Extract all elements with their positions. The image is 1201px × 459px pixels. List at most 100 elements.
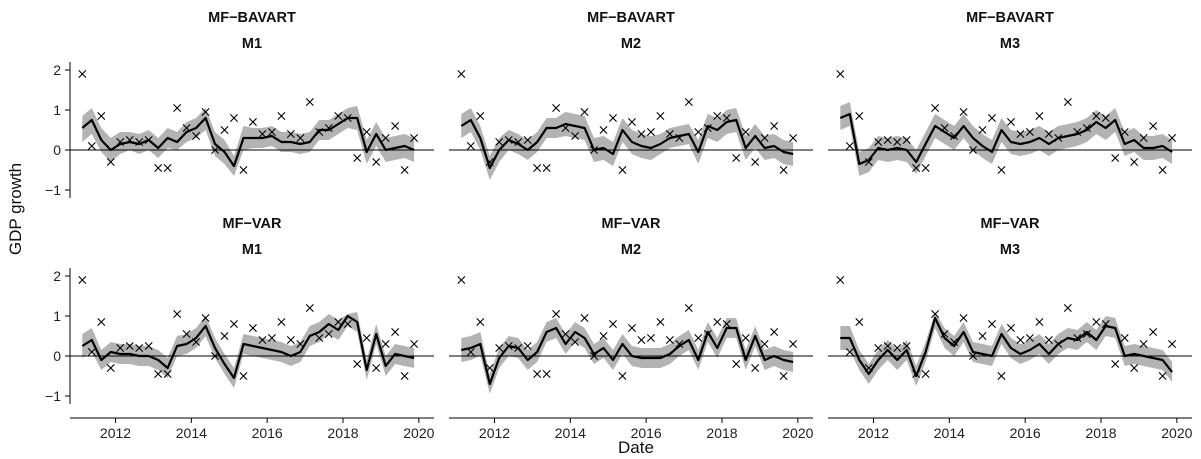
panel-5-observed-point	[552, 310, 561, 318]
panel-6-observed-point-stroke	[883, 342, 892, 350]
panel-5-observed-point-stroke	[675, 340, 684, 348]
panel-1-observed-point-stroke	[334, 112, 343, 120]
panel-1-observed-point-stroke	[315, 128, 324, 136]
panel-4-observed-point	[97, 318, 106, 326]
panel-6-observed-point	[997, 372, 1006, 380]
panel-5-median-line	[461, 326, 794, 386]
panel-3-observed-point	[950, 132, 959, 140]
panel-5-observed-point	[466, 348, 475, 356]
panel-5-observed-point	[523, 342, 532, 350]
panel-6-observed-point-stroke	[1149, 328, 1158, 336]
panel-2-observed-point	[457, 70, 466, 78]
panel-4-observed-point	[410, 340, 419, 348]
panel-1-observed-point	[410, 134, 419, 142]
panel-6-median-line	[840, 316, 1173, 378]
panel-3-observed-point	[1111, 154, 1120, 162]
panel-2-observed-point-stroke	[609, 114, 617, 122]
panel-1-observed-point-stroke	[324, 124, 333, 132]
panel-1-observed-point	[400, 166, 409, 174]
panel-1-observed-point-stroke	[400, 166, 409, 174]
panel-4-observed-point-stroke	[78, 276, 87, 284]
panel-2-observed-point-stroke	[552, 104, 561, 112]
panel-2-observed-point	[542, 164, 551, 172]
panel-2-observed-point-stroke	[590, 146, 599, 154]
panel-3-observed-point-stroke	[1139, 134, 1148, 142]
panel-3-observed-point-stroke	[1120, 128, 1129, 136]
panel-6-observed-point-stroke	[1035, 318, 1044, 326]
panel-2-observed-point	[637, 130, 646, 138]
panel-3-observed-point-stroke	[1016, 130, 1025, 138]
panel-4-observed-point-stroke	[267, 334, 276, 342]
panel-6-observed-point	[988, 320, 996, 328]
panel-2-observed-point	[533, 164, 542, 172]
panel-4-observed-point	[144, 342, 153, 350]
panel-3-observed-point	[1101, 114, 1110, 122]
panel-5-observed-point-stroke	[571, 338, 580, 346]
panel-1-observed-point	[343, 114, 352, 122]
panel-2-observed-point-stroke	[713, 112, 722, 120]
panel-5-observed-point	[770, 328, 779, 336]
panel-6-observed-point-stroke	[1006, 324, 1015, 332]
panel-3-observed-point-stroke	[1168, 134, 1177, 142]
panel-2-observed-point	[703, 124, 712, 132]
panel-1-interval-band	[82, 106, 415, 176]
panel-3-observed-point	[1092, 112, 1101, 120]
panel-1-observed-point	[97, 112, 106, 120]
panel-5-observed-point-stroke	[627, 324, 636, 332]
panel-1-observed-point-stroke	[87, 142, 96, 150]
panel-5-observed-point	[485, 364, 494, 372]
panel-6-observed-point	[1073, 334, 1082, 342]
panel-4-observed-point	[315, 334, 324, 342]
panel-4-observed-point	[362, 334, 371, 342]
panel-6-observed-point	[902, 342, 911, 350]
panel-3-observed-point-stroke	[883, 136, 892, 144]
panel-4-observed-point-stroke	[381, 340, 390, 348]
panel-3-observed-point-stroke	[1092, 112, 1101, 120]
panel-1-observed-point	[125, 136, 134, 144]
panel-1: MF−BAVART M1 −1 0 1 2	[45, 10, 434, 198]
panel-3-observed-point-stroke	[978, 126, 987, 134]
panel-2: MF−BAVART M2	[449, 10, 813, 180]
panel-1-observed-point	[220, 126, 229, 134]
panel-4-observed-point	[173, 310, 182, 318]
panel-4-observed-point-stroke	[239, 372, 248, 380]
panel-4-observed-point	[135, 344, 144, 352]
panel-3-observed-point-stroke	[1025, 128, 1034, 136]
panel-4-observed-point-stroke	[154, 370, 163, 378]
panel-1-observed-point	[182, 124, 191, 132]
panel-5-observed-point-stroke	[504, 342, 513, 350]
panel-1-observed-point-stroke	[135, 138, 144, 146]
panel-5-observed-point	[504, 342, 513, 350]
panel-5-observed-point	[514, 344, 523, 352]
panel-6-observed-point-stroke	[893, 344, 902, 352]
panel-6-observed-point-stroke	[855, 318, 864, 326]
panel-4-observed-point-stroke	[144, 342, 153, 350]
panel-4-interval-band	[82, 312, 415, 388]
panel-5-observed-point	[646, 334, 655, 342]
panel-4-observed-point-stroke	[116, 344, 125, 352]
panel-5-observed-point-stroke	[609, 320, 617, 328]
panel-1-observed-point	[78, 70, 87, 78]
panel-4-observed-point	[277, 318, 286, 326]
panel-4-observed-point-stroke	[277, 318, 286, 326]
panel-1-observed-point	[106, 158, 115, 166]
panel-2-observed-point-stroke	[741, 128, 750, 136]
panel-6-observed-point	[959, 314, 968, 322]
panel-5-observed-point	[476, 318, 485, 326]
panel-1-observed-point-stroke	[305, 98, 314, 106]
panel-2-observed-point-stroke	[495, 138, 504, 146]
panel-6-observed-point-stroke	[950, 338, 959, 346]
panel-1-observed-point-stroke	[353, 154, 362, 162]
panel-6-title-horizon: M3	[1000, 242, 1020, 258]
panel-3-observed-point-stroke	[931, 104, 940, 112]
panel-4-observed-point-stroke	[192, 338, 201, 346]
panel-2-observed-point-stroke	[789, 134, 798, 142]
panel-2-observed-point-stroke	[751, 158, 760, 166]
panel-3-observed-point	[902, 136, 911, 144]
panel-3-observed-point-stroke	[902, 136, 911, 144]
panel-2-observed-point	[684, 98, 693, 106]
panel-6-observed-point-stroke	[1054, 340, 1063, 348]
panel-1-observed-point-stroke	[116, 138, 125, 146]
panel-6-observed-point-stroke	[874, 344, 883, 352]
panel-2-observed-point	[646, 128, 655, 136]
